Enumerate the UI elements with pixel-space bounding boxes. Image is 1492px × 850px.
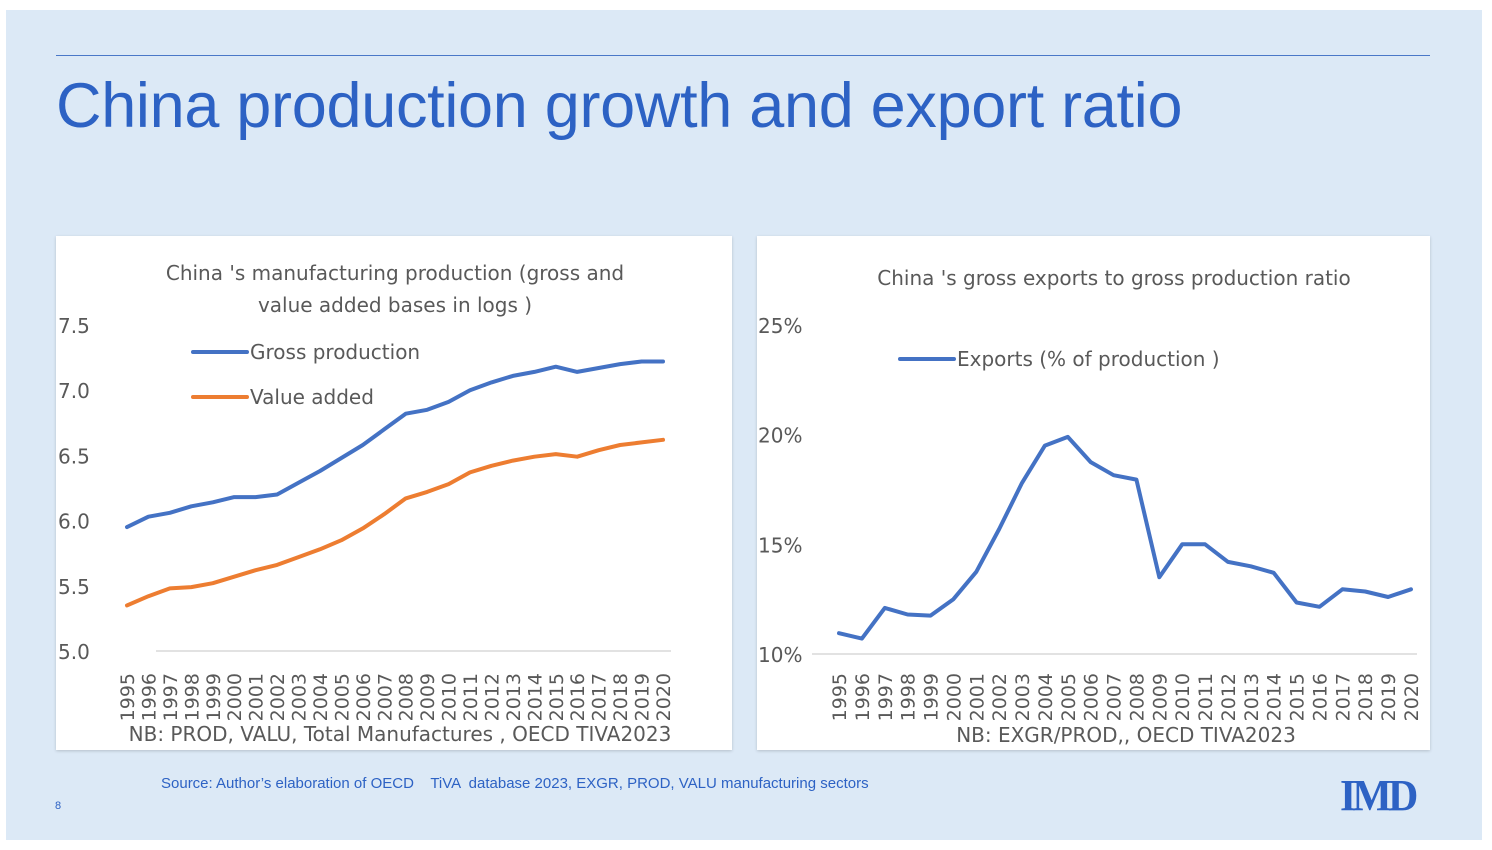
chart-production: China 's manufacturing production (gross… xyxy=(56,236,732,750)
y-tick-label: 6.5 xyxy=(58,444,90,468)
y-tick-label: 5.0 xyxy=(58,640,90,664)
y-tick-label: 20% xyxy=(758,424,802,448)
x-tick-label: 2018 xyxy=(1355,673,1377,721)
chart-title: China 's manufacturing production (gross… xyxy=(166,261,624,285)
x-tick-label: 2001 xyxy=(966,673,988,721)
chart-note: NB: EXGR/PROD,, OECD TIVA2023 xyxy=(956,723,1296,747)
x-tick-label: 2007 xyxy=(1104,673,1126,721)
x-tick-label: 2015 xyxy=(546,673,568,721)
x-tick-label: 2007 xyxy=(374,673,396,721)
slide-title: China production growth and export ratio xyxy=(56,71,1183,141)
chart-export-ratio-svg: China 's gross exports to gross producti… xyxy=(758,266,1423,747)
x-tick-label: 1998 xyxy=(898,673,920,721)
x-tick-label: 1995 xyxy=(829,673,851,721)
x-tick-label: 1997 xyxy=(160,673,182,721)
y-tick-label: 6.0 xyxy=(58,510,90,534)
page-number: 8 xyxy=(55,800,62,812)
series-line-0 xyxy=(125,359,665,530)
legend-label: Exports (% of production ) xyxy=(957,347,1220,371)
x-tick-label: 2016 xyxy=(567,673,589,721)
x-tick-label: 1999 xyxy=(921,673,943,721)
chart-title: China 's gross exports to gross producti… xyxy=(877,266,1350,290)
x-tick-label: 2020 xyxy=(653,673,675,721)
x-tick-label: 2013 xyxy=(1241,673,1263,721)
x-tick-label: 2003 xyxy=(289,673,311,721)
x-tick-label: 2004 xyxy=(310,673,332,721)
x-tick-label: 2014 xyxy=(524,673,546,721)
x-tick-label: 2015 xyxy=(1287,673,1309,721)
x-tick-label: 2020 xyxy=(1401,673,1423,721)
y-tick-label: 15% xyxy=(758,533,802,557)
x-tick-label: 2010 xyxy=(439,673,461,721)
y-tick-label: 5.5 xyxy=(58,575,90,599)
x-tick-label: 2019 xyxy=(1378,673,1400,721)
x-tick-label: 2013 xyxy=(503,673,525,721)
y-tick-label: 7.0 xyxy=(58,379,90,403)
x-tick-label: 2003 xyxy=(1012,673,1034,721)
x-tick-label: 2002 xyxy=(267,673,289,721)
x-tick-label: 1998 xyxy=(181,673,203,721)
legend-label: Gross production xyxy=(250,340,420,364)
legend-label: Value added xyxy=(250,385,374,409)
x-tick-label: 2005 xyxy=(1058,673,1080,721)
x-tick-label: 2011 xyxy=(460,673,482,721)
x-tick-label: 2001 xyxy=(246,673,268,721)
x-tick-label: 2008 xyxy=(396,673,418,721)
x-tick-label: 2017 xyxy=(589,673,611,721)
x-tick-label: 2004 xyxy=(1035,673,1057,721)
x-tick-label: 2002 xyxy=(989,673,1011,721)
x-tick-label: 2016 xyxy=(1309,673,1331,721)
y-tick-label: 10% xyxy=(758,643,802,667)
x-tick-label: 2006 xyxy=(1081,673,1103,721)
x-tick-label: 1996 xyxy=(852,673,874,721)
y-tick-label: 25% xyxy=(758,314,802,338)
x-tick-label: 2011 xyxy=(1195,673,1217,721)
x-tick-label: 2000 xyxy=(943,673,965,721)
x-tick-label: 2005 xyxy=(331,673,353,721)
x-tick-label: 2009 xyxy=(417,673,439,721)
x-tick-label: 2012 xyxy=(1218,673,1240,721)
x-tick-label: 2009 xyxy=(1149,673,1171,721)
x-tick-label: 2017 xyxy=(1332,673,1354,721)
source-note: Source: Author’s elaboration of OECD TiV… xyxy=(161,775,869,792)
chart-production-svg: China 's manufacturing production (gross… xyxy=(58,261,675,746)
x-tick-label: 1996 xyxy=(138,673,160,721)
series-line-1 xyxy=(125,437,665,608)
x-tick-label: 2006 xyxy=(353,673,375,721)
x-tick-label: 2012 xyxy=(481,673,503,721)
series-line-0 xyxy=(837,434,1413,641)
x-tick-label: 2010 xyxy=(1172,673,1194,721)
y-tick-label: 7.5 xyxy=(58,314,90,338)
x-tick-label: 2019 xyxy=(632,673,654,721)
x-tick-label: 2018 xyxy=(610,673,632,721)
x-tick-label: 2000 xyxy=(224,673,246,721)
chart-export-ratio: China 's gross exports to gross producti… xyxy=(757,236,1430,750)
chart-note: NB: PROD, VALU, Total Manufactures , OEC… xyxy=(129,722,672,746)
x-tick-label: 2014 xyxy=(1264,673,1286,721)
x-tick-label: 1995 xyxy=(117,673,139,721)
x-tick-label: 1999 xyxy=(203,673,225,721)
imd-logo: IMD xyxy=(1339,771,1418,820)
x-tick-label: 2008 xyxy=(1126,673,1148,721)
title-divider xyxy=(56,55,1430,56)
chart-title: value added bases in logs ) xyxy=(258,293,532,317)
x-tick-label: 1997 xyxy=(875,673,897,721)
